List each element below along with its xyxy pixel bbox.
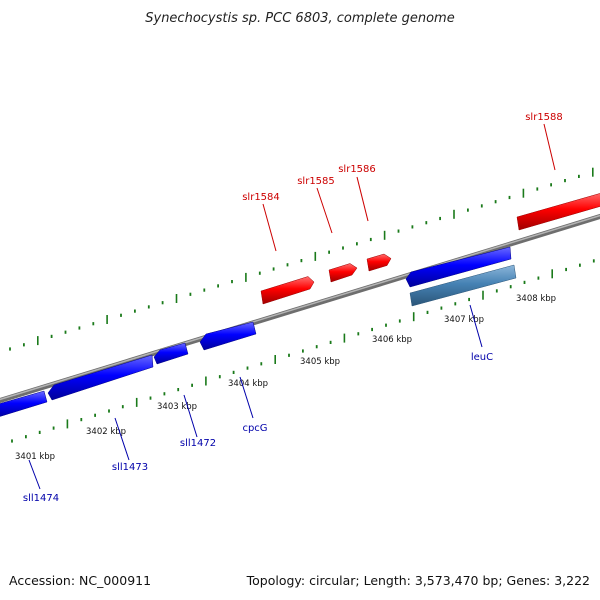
scale-label-3405: 3405 kbp bbox=[300, 357, 340, 367]
scale-label-3406: 3406 kbp bbox=[372, 335, 412, 345]
gene-cpcG[interactable] bbox=[199, 321, 257, 351]
leader-leuC bbox=[469, 304, 483, 348]
leader-slr1586 bbox=[356, 176, 369, 222]
upper-tick-row bbox=[9, 167, 594, 351]
scale-label-3403: 3403 kbp bbox=[157, 402, 197, 412]
accession-text: Accession: NC_000911 bbox=[9, 573, 151, 588]
label-cpcG[interactable]: cpcG bbox=[242, 423, 267, 434]
map-title: Synechocystis sp. PCC 6803, complete gen… bbox=[145, 11, 454, 26]
scale-labels: 3401 kbp 3402 kbp 3403 kbp 3404 kbp 3405… bbox=[15, 294, 556, 462]
forward-strand-genes bbox=[260, 192, 600, 305]
gene-highlight-leuC-region[interactable] bbox=[409, 264, 517, 307]
leader-slr1584 bbox=[262, 203, 277, 252]
gene-sll1472[interactable] bbox=[153, 342, 189, 365]
genome-summary-text: Topology: circular; Length: 3,573,470 bp… bbox=[246, 573, 590, 588]
label-leuC[interactable]: leuC bbox=[471, 352, 493, 363]
scale-label-3404: 3404 kbp bbox=[228, 379, 268, 389]
scale-label-3401: 3401 kbp bbox=[15, 452, 55, 462]
label-slr1586[interactable]: slr1586 bbox=[338, 164, 376, 175]
label-sll1474[interactable]: sll1474 bbox=[23, 493, 59, 504]
reverse-gene-labels: sll1474 sll1473 sll1472 cpcG leuC bbox=[23, 304, 493, 504]
label-slr1585[interactable]: slr1585 bbox=[297, 176, 335, 187]
leader-slr1588 bbox=[543, 123, 556, 171]
gene-sll1474[interactable] bbox=[0, 390, 48, 418]
leader-cpcG bbox=[239, 376, 254, 419]
gene-leuC[interactable] bbox=[405, 246, 512, 288]
genome-backbone bbox=[0, 213, 600, 404]
lower-tick-row bbox=[11, 259, 595, 443]
gene-slr1584[interactable] bbox=[260, 276, 315, 305]
scale-label-3407: 3407 kbp bbox=[444, 315, 484, 325]
label-slr1584[interactable]: slr1584 bbox=[242, 192, 280, 203]
label-sll1473[interactable]: sll1473 bbox=[112, 462, 148, 473]
label-slr1588[interactable]: slr1588 bbox=[525, 112, 563, 123]
leader-slr1585 bbox=[316, 187, 333, 234]
leader-sll1474 bbox=[28, 459, 41, 490]
gene-slr1586[interactable] bbox=[366, 253, 392, 272]
forward-gene-labels: slr1584 slr1585 slr1586 slr1588 bbox=[242, 112, 563, 252]
scale-label-3408: 3408 kbp bbox=[516, 294, 556, 304]
label-sll1472[interactable]: sll1472 bbox=[180, 438, 216, 449]
gene-slr1585[interactable] bbox=[328, 263, 358, 283]
gene-slr1588[interactable] bbox=[516, 192, 600, 231]
scale-label-3402: 3402 kbp bbox=[86, 427, 126, 437]
gene-sll1473[interactable] bbox=[47, 354, 154, 401]
leader-sll1473 bbox=[114, 417, 130, 461]
reverse-strand-genes bbox=[0, 246, 517, 418]
leader-sll1472 bbox=[183, 394, 198, 438]
